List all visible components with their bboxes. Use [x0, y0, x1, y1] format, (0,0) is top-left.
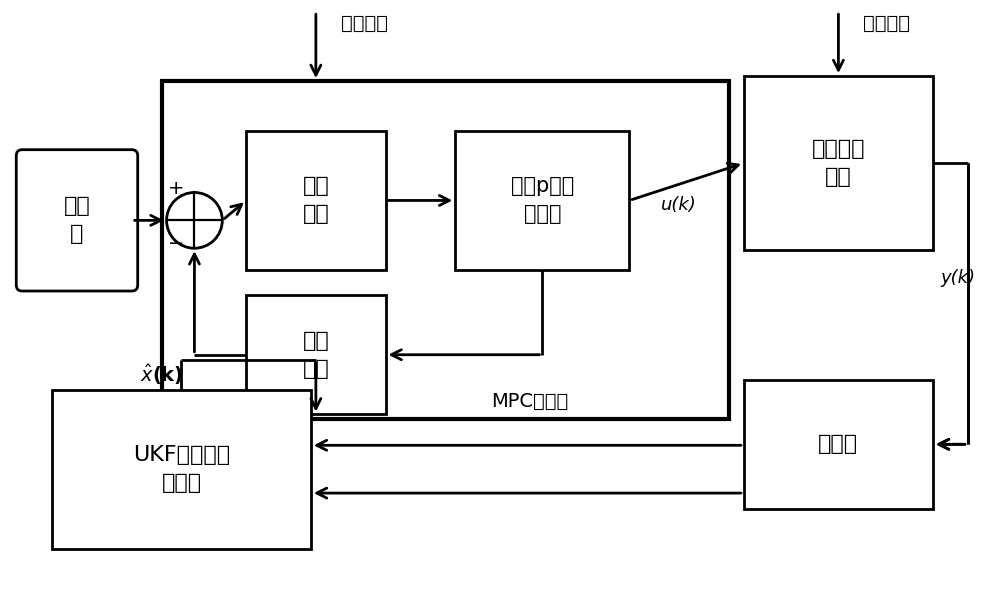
Text: y(k): y(k) — [940, 269, 975, 287]
FancyBboxPatch shape — [16, 150, 138, 291]
Text: 传感器: 传感器 — [818, 434, 858, 455]
Text: −: − — [168, 234, 185, 253]
Text: 设定
点: 设定 点 — [64, 196, 90, 245]
FancyBboxPatch shape — [744, 76, 933, 250]
FancyBboxPatch shape — [246, 131, 386, 270]
Text: 环境干扰: 环境干扰 — [863, 14, 910, 33]
Text: MPC控制器: MPC控制器 — [491, 392, 568, 411]
Text: UKF状态估计
滤波器: UKF状态估计 滤波器 — [133, 445, 230, 493]
Text: 系统约束: 系统约束 — [341, 14, 388, 33]
Text: 动力定位
船舶: 动力定位 船舶 — [812, 139, 865, 187]
FancyBboxPatch shape — [162, 81, 729, 419]
Text: 未来p步控
制序列: 未来p步控 制序列 — [511, 177, 574, 224]
Text: 目标
函数: 目标 函数 — [302, 177, 329, 224]
FancyBboxPatch shape — [744, 380, 933, 509]
Text: +: + — [168, 179, 185, 198]
Text: $\hat{x}$(k): $\hat{x}$(k) — [140, 362, 183, 387]
FancyBboxPatch shape — [52, 390, 311, 549]
Text: u(k): u(k) — [661, 196, 697, 214]
FancyBboxPatch shape — [246, 295, 386, 415]
Text: 预测
模型: 预测 模型 — [302, 331, 329, 379]
FancyBboxPatch shape — [455, 131, 629, 270]
